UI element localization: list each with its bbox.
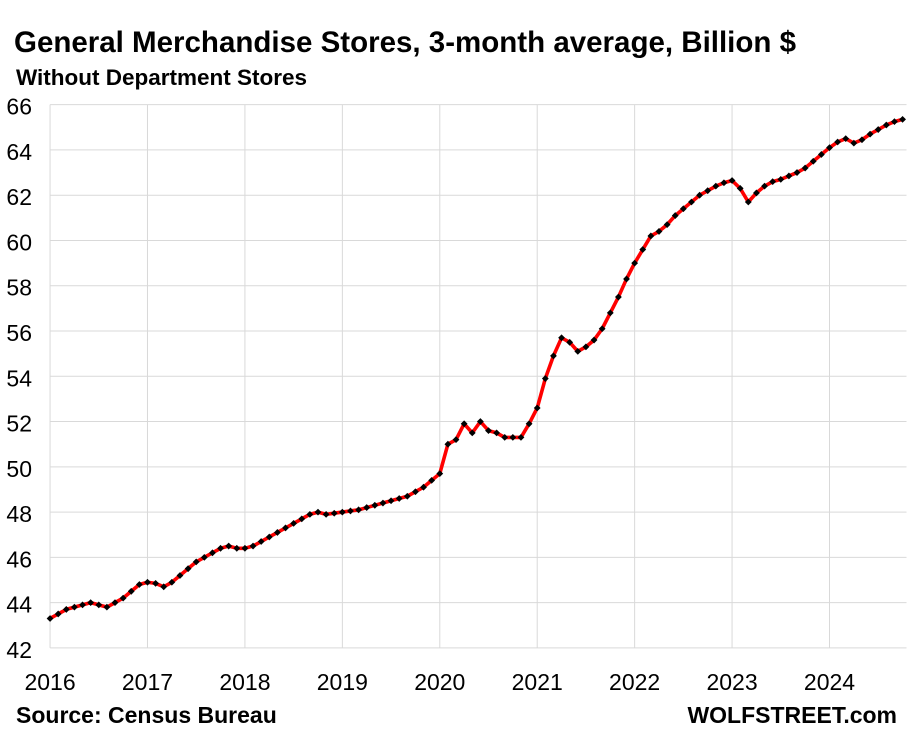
svg-text:42: 42 (6, 637, 32, 663)
svg-text:2017: 2017 (122, 669, 173, 695)
svg-text:62: 62 (6, 184, 32, 210)
svg-text:58: 58 (6, 275, 32, 301)
svg-text:2016: 2016 (24, 669, 75, 695)
svg-text:66: 66 (6, 94, 32, 120)
svg-text:2024: 2024 (804, 669, 855, 695)
svg-text:46: 46 (6, 546, 32, 572)
svg-text:2019: 2019 (317, 669, 368, 695)
svg-text:50: 50 (6, 456, 32, 482)
svg-text:2023: 2023 (706, 669, 757, 695)
svg-text:44: 44 (6, 592, 32, 618)
svg-text:2022: 2022 (609, 669, 660, 695)
svg-text:2018: 2018 (219, 669, 270, 695)
svg-text:2020: 2020 (414, 669, 465, 695)
svg-text:52: 52 (6, 411, 32, 437)
svg-text:64: 64 (6, 139, 32, 165)
svg-text:2021: 2021 (512, 669, 563, 695)
svg-text:48: 48 (6, 501, 32, 527)
svg-text:60: 60 (6, 229, 32, 255)
svg-text:54: 54 (6, 365, 32, 391)
svg-text:56: 56 (6, 320, 32, 346)
